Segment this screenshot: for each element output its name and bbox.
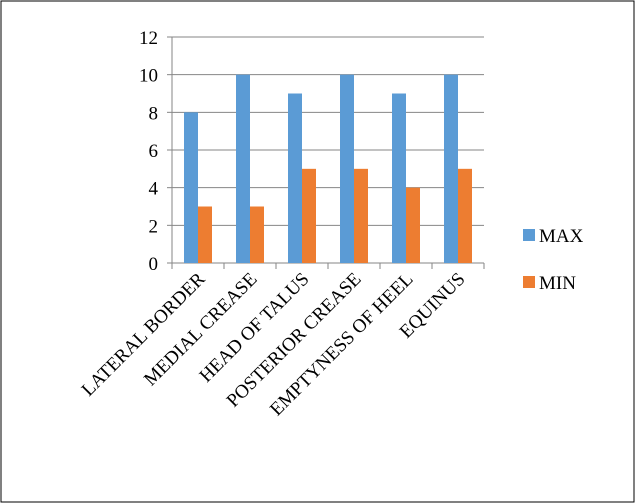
legend-label-min: MIN [539,273,576,294]
y-tick-label: 0 [149,254,159,275]
bar-max-4 [392,93,406,263]
legend-swatch-min [523,276,535,288]
bar-max-1 [236,74,250,264]
bar-max-0 [184,112,198,263]
y-tick-label: 2 [149,216,159,237]
legend-label-max: MAX [539,226,584,247]
bar-min-1 [250,206,264,263]
bar-max-3 [340,74,354,264]
axes [167,36,485,269]
bar-min-3 [354,168,368,263]
gridlines [172,36,484,226]
legend-swatch-max [523,229,535,241]
y-tick-label: 4 [149,179,159,200]
bar-max-2 [288,93,302,263]
y-tick-label: 10 [139,66,158,87]
bar-min-4 [406,187,420,263]
y-tick-label: 12 [139,28,158,49]
bar-min-2 [302,168,316,263]
legend: MAX MIN [523,226,584,294]
bar-min-5 [458,168,472,263]
bar-min-0 [198,206,212,263]
bars [184,74,472,264]
bar-max-5 [444,74,458,264]
y-tick-label: 6 [149,141,159,162]
y-tick-label: 8 [149,103,159,124]
